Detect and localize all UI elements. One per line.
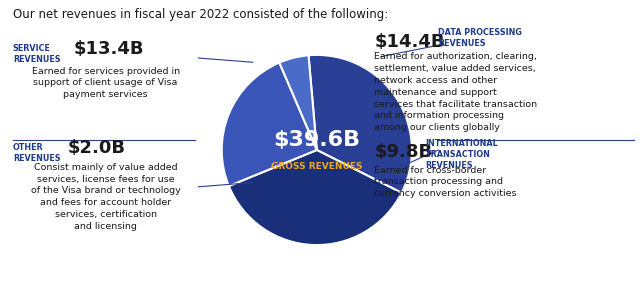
Wedge shape	[229, 150, 402, 245]
Text: Consist mainly of value added
services, license fees for use
of the Visa brand o: Consist mainly of value added services, …	[31, 163, 180, 231]
Text: $2.0B: $2.0B	[67, 139, 125, 157]
Wedge shape	[280, 55, 317, 150]
Text: DATA PROCESSING
REVENUES: DATA PROCESSING REVENUES	[438, 28, 522, 48]
Text: Earned for cross-border
transaction processing and
currency conversion activitie: Earned for cross-border transaction proc…	[374, 166, 517, 198]
Text: $9.8B: $9.8B	[374, 143, 433, 161]
Wedge shape	[308, 55, 412, 193]
Wedge shape	[221, 63, 317, 186]
Text: Earned for services provided in
support of client usage of Visa
payment services: Earned for services provided in support …	[31, 67, 180, 99]
Text: Our net revenues in fiscal year 2022 consisted of the following:: Our net revenues in fiscal year 2022 con…	[13, 8, 388, 22]
Text: $13.4B: $13.4B	[74, 40, 144, 58]
Text: GROSS REVENUES: GROSS REVENUES	[271, 162, 362, 171]
Text: INTERNATIONAL
TRANSACTION
REVENUES: INTERNATIONAL TRANSACTION REVENUES	[426, 139, 499, 170]
Text: $14.4B: $14.4B	[374, 33, 445, 51]
Text: SERVICE
REVENUES: SERVICE REVENUES	[13, 44, 60, 64]
Text: Earned for authorization, clearing,
settlement, value added services,
network ac: Earned for authorization, clearing, sett…	[374, 52, 538, 132]
Text: OTHER
REVENUES: OTHER REVENUES	[13, 143, 60, 163]
Text: $39.6B: $39.6B	[273, 130, 360, 151]
